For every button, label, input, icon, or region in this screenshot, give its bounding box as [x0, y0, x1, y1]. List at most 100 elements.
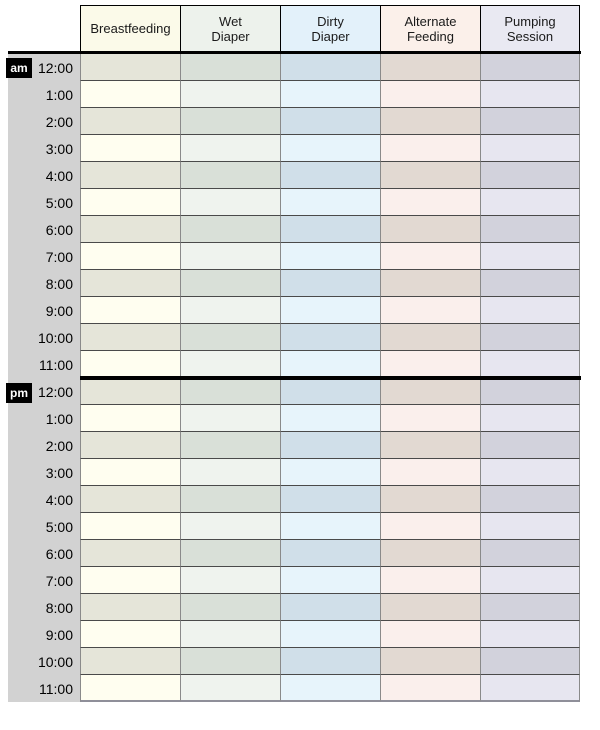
time-label-am-5:00: 5:00 [8, 189, 80, 216]
cell-dirty-diaper-pm-3:00 [280, 459, 380, 486]
cell-breastfeeding-pm-12:00 [80, 378, 180, 405]
cell-pumping-session-am-7:00 [480, 243, 580, 270]
cell-alternate-feeding-pm-9:00 [380, 621, 480, 648]
cell-pumping-session-am-12:00 [480, 54, 580, 81]
time-label-pm-3:00: 3:00 [8, 459, 80, 486]
cell-pumping-session-pm-9:00 [480, 621, 580, 648]
cell-wet-diaper-pm-4:00 [180, 486, 280, 513]
cell-breastfeeding-pm-5:00 [80, 513, 180, 540]
cell-alternate-feeding-pm-2:00 [380, 432, 480, 459]
row-am-8:00: 8:00 [8, 270, 581, 297]
cell-breastfeeding-am-2:00 [80, 108, 180, 135]
pm-section-divider [80, 376, 581, 380]
cell-pumping-session-pm-2:00 [480, 432, 580, 459]
cell-wet-diaper-pm-10:00 [180, 648, 280, 675]
cell-alternate-feeding-pm-11:00 [380, 675, 480, 702]
cell-alternate-feeding-pm-10:00 [380, 648, 480, 675]
time-label-pm-6:00: 6:00 [8, 540, 80, 567]
cell-pumping-session-am-2:00 [480, 108, 580, 135]
cell-dirty-diaper-am-4:00 [280, 162, 380, 189]
cell-dirty-diaper-pm-1:00 [280, 405, 380, 432]
cell-dirty-diaper-pm-2:00 [280, 432, 380, 459]
cell-wet-diaper-am-2:00 [180, 108, 280, 135]
cell-wet-diaper-am-10:00 [180, 324, 280, 351]
cell-pumping-session-am-10:00 [480, 324, 580, 351]
row-am-3:00: 3:00 [8, 135, 581, 162]
cell-pumping-session-pm-11:00 [480, 675, 580, 702]
cell-breastfeeding-am-5:00 [80, 189, 180, 216]
time-label-pm-11:00: 11:00 [8, 675, 80, 702]
cell-wet-diaper-am-1:00 [180, 81, 280, 108]
time-label-am-2:00: 2:00 [8, 108, 80, 135]
cell-breastfeeding-pm-1:00 [80, 405, 180, 432]
row-pm-12:00: 12:00 [8, 378, 581, 405]
cell-dirty-diaper-am-8:00 [280, 270, 380, 297]
cell-wet-diaper-am-6:00 [180, 216, 280, 243]
cell-dirty-diaper-pm-7:00 [280, 567, 380, 594]
cell-wet-diaper-pm-11:00 [180, 675, 280, 702]
cell-wet-diaper-am-11:00 [180, 351, 280, 378]
cell-breastfeeding-am-1:00 [80, 81, 180, 108]
cell-pumping-session-pm-10:00 [480, 648, 580, 675]
pm-badge: pm [6, 383, 32, 403]
row-pm-4:00: 4:00 [8, 486, 581, 513]
cell-dirty-diaper-pm-5:00 [280, 513, 380, 540]
cell-breastfeeding-am-8:00 [80, 270, 180, 297]
header-label-line: Wet [219, 13, 242, 29]
cell-alternate-feeding-pm-7:00 [380, 567, 480, 594]
cell-breastfeeding-am-4:00 [80, 162, 180, 189]
cell-alternate-feeding-am-3:00 [380, 135, 480, 162]
time-label-am-9:00: 9:00 [8, 297, 80, 324]
cell-dirty-diaper-pm-8:00 [280, 594, 380, 621]
cell-alternate-feeding-am-2:00 [380, 108, 480, 135]
time-label-pm-5:00: 5:00 [8, 513, 80, 540]
cell-dirty-diaper-am-7:00 [280, 243, 380, 270]
row-pm-9:00: 9:00 [8, 621, 581, 648]
cell-breastfeeding-am-6:00 [80, 216, 180, 243]
cell-pumping-session-pm-4:00 [480, 486, 580, 513]
cell-pumping-session-am-9:00 [480, 297, 580, 324]
cell-pumping-session-pm-5:00 [480, 513, 580, 540]
time-label-am-6:00: 6:00 [8, 216, 80, 243]
row-am-1:00: 1:00 [8, 81, 581, 108]
cell-alternate-feeding-am-11:00 [380, 351, 480, 378]
cell-breastfeeding-am-7:00 [80, 243, 180, 270]
cell-pumping-session-pm-8:00 [480, 594, 580, 621]
cell-alternate-feeding-pm-5:00 [380, 513, 480, 540]
cell-pumping-session-pm-7:00 [480, 567, 580, 594]
time-label-pm-1:00: 1:00 [8, 405, 80, 432]
cell-dirty-diaper-am-9:00 [280, 297, 380, 324]
cell-dirty-diaper-am-1:00 [280, 81, 380, 108]
header-label-line: Pumping [504, 13, 556, 29]
time-label-am-4:00: 4:00 [8, 162, 80, 189]
baby-tracking-chart: Breastfeeding Wet Diaper Dirty Diaper Alterna… [6, 5, 581, 702]
cell-pumping-session-pm-3:00 [480, 459, 580, 486]
row-am-6:00: 6:00 [8, 216, 581, 243]
cell-breastfeeding-am-11:00 [80, 351, 180, 378]
row-pm-11:00: 11:00 [8, 675, 581, 702]
row-am-9:00: 9:00 [8, 297, 581, 324]
row-am-7:00: 7:00 [8, 243, 581, 270]
cell-breastfeeding-pm-8:00 [80, 594, 180, 621]
cell-alternate-feeding-am-6:00 [380, 216, 480, 243]
time-label-pm-4:00: 4:00 [8, 486, 80, 513]
cell-pumping-session-am-6:00 [480, 216, 580, 243]
cell-pumping-session-am-4:00 [480, 162, 580, 189]
cell-wet-diaper-am-9:00 [180, 297, 280, 324]
cell-pumping-session-pm-6:00 [480, 540, 580, 567]
cell-alternate-feeding-am-5:00 [380, 189, 480, 216]
row-pm-2:00: 2:00 [8, 432, 581, 459]
cell-dirty-diaper-pm-4:00 [280, 486, 380, 513]
time-label-pm-8:00: 8:00 [8, 594, 80, 621]
time-label-am-7:00: 7:00 [8, 243, 80, 270]
cell-wet-diaper-pm-6:00 [180, 540, 280, 567]
cell-wet-diaper-am-3:00 [180, 135, 280, 162]
cell-dirty-diaper-pm-12:00 [280, 378, 380, 405]
cell-dirty-diaper-am-5:00 [280, 189, 380, 216]
cell-dirty-diaper-am-11:00 [280, 351, 380, 378]
row-pm-5:00: 5:00 [8, 513, 581, 540]
cell-breastfeeding-pm-2:00 [80, 432, 180, 459]
cell-pumping-session-pm-1:00 [480, 405, 580, 432]
cell-alternate-feeding-am-10:00 [380, 324, 480, 351]
